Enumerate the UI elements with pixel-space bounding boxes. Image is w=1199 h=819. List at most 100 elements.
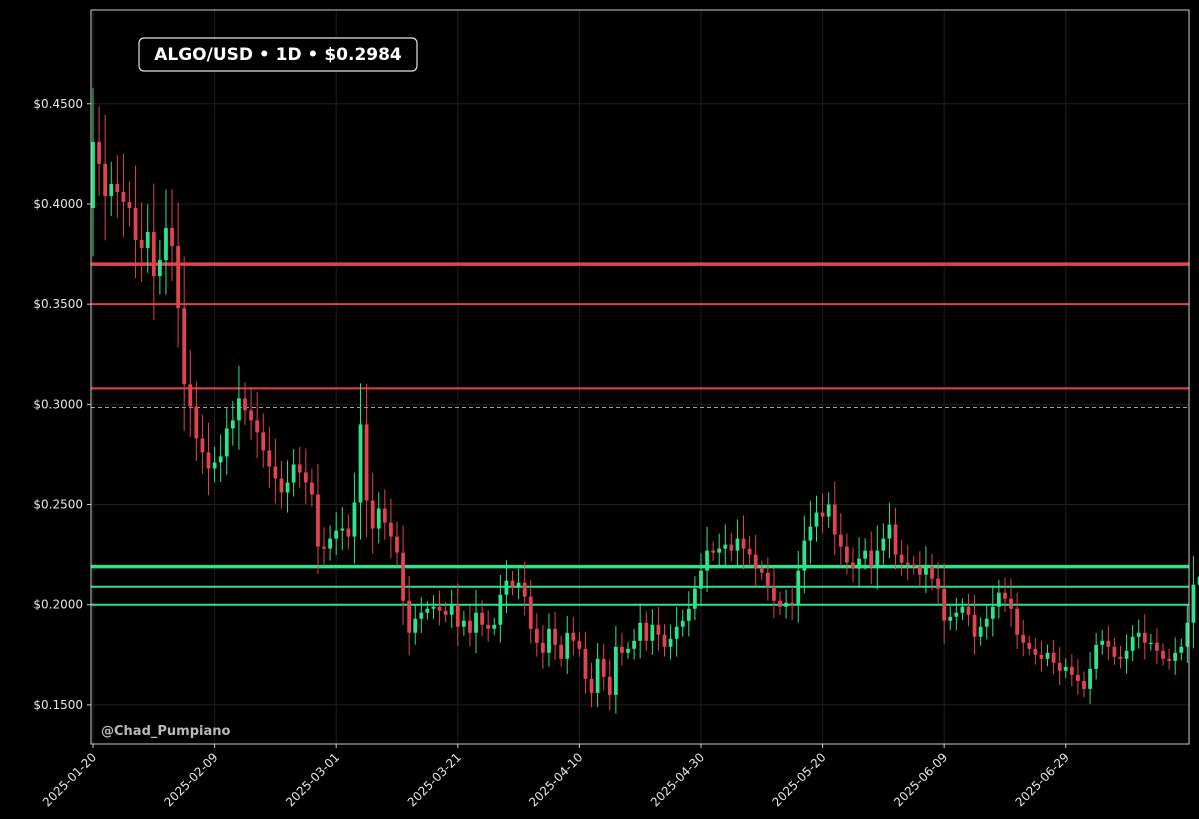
candle-body bbox=[425, 608, 430, 613]
candle-body bbox=[845, 546, 849, 563]
candle-body bbox=[553, 628, 557, 645]
candle-body bbox=[832, 504, 837, 535]
candle-body bbox=[1148, 642, 1153, 645]
candle-body bbox=[291, 464, 296, 483]
candle-body bbox=[838, 534, 843, 547]
candle-body bbox=[759, 568, 764, 573]
candle-body bbox=[218, 456, 223, 463]
candle-body bbox=[1100, 640, 1105, 645]
candle-body bbox=[735, 538, 740, 551]
candle-body bbox=[1130, 636, 1135, 651]
candle-body bbox=[820, 512, 825, 517]
candle-body bbox=[936, 578, 940, 589]
candle-body bbox=[328, 538, 332, 549]
candle-body bbox=[589, 678, 594, 693]
candle-body bbox=[340, 528, 345, 531]
candle-body bbox=[1124, 650, 1129, 659]
candle-body bbox=[1076, 674, 1080, 681]
candle-body bbox=[699, 570, 703, 589]
x-tick-label: 2025-01-20 bbox=[40, 750, 99, 809]
x-tick-label: 2025-06-09 bbox=[891, 750, 950, 809]
candle-body bbox=[170, 228, 174, 247]
candle-body bbox=[741, 538, 746, 549]
candle-body bbox=[358, 424, 363, 503]
x-tick-label: 2025-04-30 bbox=[648, 750, 707, 809]
candle-body bbox=[778, 600, 782, 607]
candle-body bbox=[662, 634, 667, 647]
plot-frame bbox=[90, 9, 1190, 745]
candle-body bbox=[164, 228, 168, 261]
candle-body bbox=[1155, 642, 1159, 651]
candle-body bbox=[1033, 648, 1038, 655]
candle-body bbox=[322, 546, 326, 549]
candle-body bbox=[1039, 654, 1044, 659]
candle-body bbox=[273, 466, 278, 479]
candle-body bbox=[784, 602, 788, 607]
candle-body bbox=[772, 586, 776, 601]
y-axis: $0.1500 $0.2000 $0.2500 $0.3000 $0.3500 $0.40… bbox=[33, 97, 91, 712]
candle-body bbox=[857, 558, 861, 569]
candle-body bbox=[297, 464, 302, 473]
candle-body bbox=[996, 592, 1001, 607]
y-tick-label: $0.4000 bbox=[33, 197, 83, 211]
candle-body bbox=[924, 566, 928, 575]
candle-body bbox=[656, 624, 661, 635]
candle-body bbox=[474, 612, 478, 633]
candle-body bbox=[1015, 608, 1020, 635]
candle-body bbox=[267, 450, 272, 467]
candle-body bbox=[468, 620, 472, 633]
candle-body bbox=[1173, 652, 1178, 661]
candle-body bbox=[255, 420, 260, 433]
candle-body bbox=[334, 530, 339, 539]
candle-body bbox=[978, 626, 983, 637]
title-badge-frame bbox=[138, 37, 418, 72]
y-tick-label: $0.2500 bbox=[33, 498, 83, 512]
candle-body bbox=[407, 600, 412, 633]
candle-body bbox=[316, 494, 320, 547]
candle-body bbox=[176, 246, 181, 309]
candle-body bbox=[565, 632, 570, 659]
candle-body bbox=[109, 183, 114, 196]
candle-body bbox=[960, 606, 965, 613]
candle-body bbox=[723, 544, 728, 549]
candle-body bbox=[370, 500, 375, 529]
candle-body bbox=[115, 183, 120, 192]
candle-body bbox=[237, 398, 241, 421]
candle-body bbox=[437, 606, 442, 611]
candle-body bbox=[443, 610, 448, 615]
x-tick-label: 2025-02-09 bbox=[161, 750, 220, 809]
candle-body bbox=[826, 504, 831, 517]
candle-body bbox=[157, 260, 162, 277]
y-tick-label: $0.4500 bbox=[33, 97, 83, 111]
candle-body bbox=[674, 626, 679, 639]
candle-body bbox=[887, 524, 892, 539]
candle-body bbox=[917, 566, 922, 575]
candle-body bbox=[1161, 650, 1165, 659]
candle-body bbox=[1185, 622, 1190, 647]
candle-body bbox=[243, 398, 247, 411]
candle-body bbox=[492, 624, 497, 629]
candle-body bbox=[613, 646, 618, 695]
candle-body bbox=[1106, 640, 1111, 647]
candle-body bbox=[808, 526, 813, 541]
candle-body bbox=[382, 508, 387, 523]
candle-body bbox=[644, 622, 649, 641]
candle-body bbox=[686, 608, 691, 621]
candle-body bbox=[303, 472, 308, 483]
candle-body bbox=[1167, 658, 1171, 661]
candle-body bbox=[905, 562, 910, 565]
candle-body bbox=[212, 462, 217, 469]
candle-body bbox=[632, 640, 636, 649]
candle-body bbox=[230, 420, 235, 429]
candle-body bbox=[431, 606, 436, 609]
candle-body bbox=[261, 432, 266, 451]
candle-body bbox=[571, 632, 576, 641]
candle-body bbox=[583, 648, 588, 679]
candle-body bbox=[419, 612, 424, 619]
chart-title: ALGO/USD • 1D • $0.2984 bbox=[154, 45, 402, 65]
candle-body bbox=[863, 550, 868, 559]
title-badge: ALGO/USD • 1D • $0.2984 bbox=[138, 37, 418, 72]
candle-body bbox=[224, 428, 229, 457]
